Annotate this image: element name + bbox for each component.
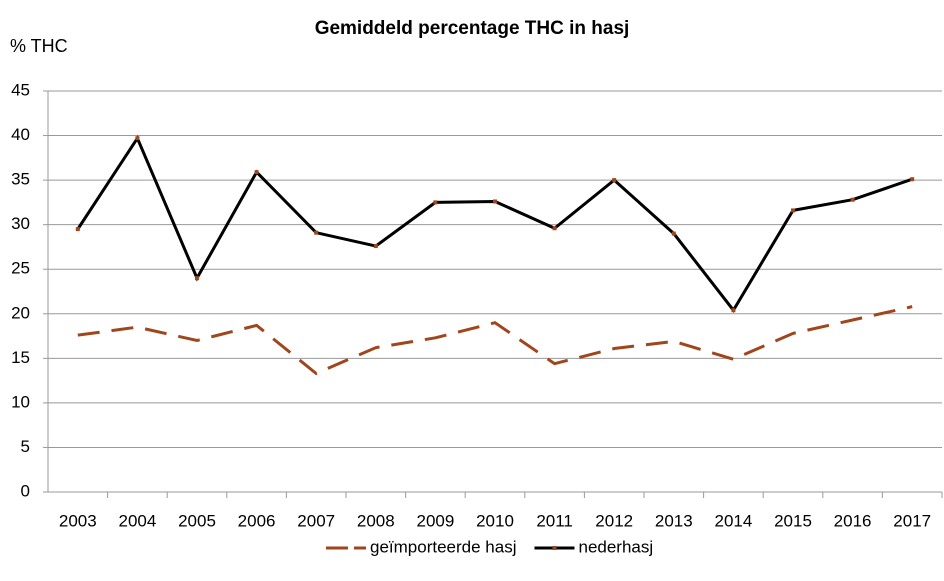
y-tick-label: 40 bbox=[11, 125, 30, 144]
x-tick-label: 2017 bbox=[893, 511, 931, 530]
x-tick-label: 2010 bbox=[476, 511, 514, 530]
marker bbox=[373, 244, 378, 249]
x-tick-label: 2007 bbox=[297, 511, 335, 530]
x-tick-label: 2009 bbox=[416, 511, 454, 530]
marker bbox=[731, 308, 736, 313]
marker bbox=[433, 200, 438, 205]
marker bbox=[195, 276, 199, 281]
marker bbox=[671, 231, 676, 236]
x-tick-label: 2015 bbox=[774, 511, 812, 530]
marker bbox=[910, 177, 915, 182]
y-tick-label: 15 bbox=[11, 348, 30, 367]
chart-title: Gemiddeld percentage THC in hasj bbox=[315, 18, 630, 39]
x-tick-label: 2003 bbox=[59, 511, 97, 530]
x-tick-label: 2011 bbox=[536, 511, 573, 530]
series-line bbox=[77, 305, 913, 376]
y-tick-label: 30 bbox=[11, 214, 30, 233]
marker bbox=[135, 136, 140, 141]
marker bbox=[612, 178, 617, 183]
y-axis-label: % THC bbox=[10, 36, 68, 56]
y-tick-label: 5 bbox=[21, 437, 30, 456]
x-tick-label: 2012 bbox=[595, 511, 633, 530]
legend-label: nederhasj bbox=[578, 537, 653, 556]
marker bbox=[314, 230, 319, 235]
marker bbox=[791, 208, 795, 213]
x-tick-label: 2005 bbox=[178, 511, 216, 530]
marker bbox=[850, 197, 855, 202]
legend-marker bbox=[552, 546, 557, 550]
marker bbox=[254, 170, 259, 175]
marker bbox=[552, 226, 557, 231]
x-tick-label: 2014 bbox=[714, 511, 752, 530]
marker bbox=[493, 199, 497, 204]
legend-label: geïmporteerde hasj bbox=[370, 537, 516, 556]
x-tick-label: 2008 bbox=[357, 511, 395, 530]
x-tick-label: 2006 bbox=[238, 511, 276, 530]
y-tick-label: 20 bbox=[11, 303, 30, 322]
y-tick-label: 10 bbox=[11, 392, 30, 411]
y-tick-label: 35 bbox=[11, 170, 30, 189]
x-tick-label: 2004 bbox=[118, 511, 156, 530]
y-tick-label: 25 bbox=[11, 259, 30, 278]
x-tick-label: 2016 bbox=[834, 511, 872, 530]
marker bbox=[75, 227, 80, 232]
x-tick-label: 2013 bbox=[655, 511, 693, 530]
y-tick-label: 45 bbox=[11, 80, 30, 99]
y-tick-label: 0 bbox=[21, 481, 30, 500]
